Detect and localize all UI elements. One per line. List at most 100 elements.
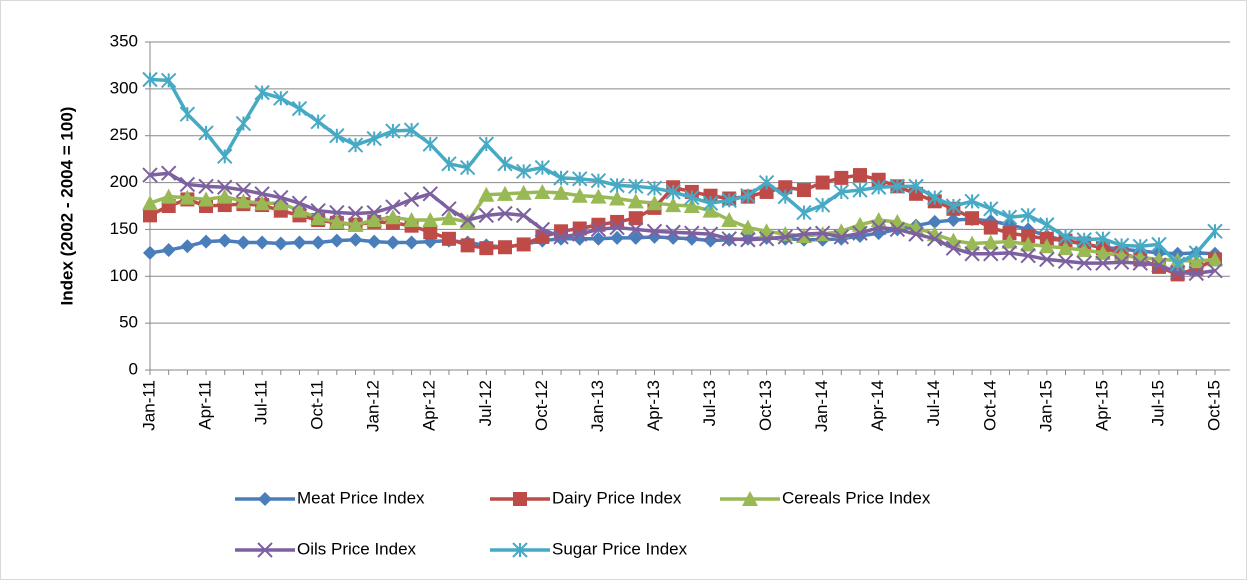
marker [927, 231, 943, 247]
marker [367, 234, 382, 249]
marker [257, 542, 273, 558]
marker [927, 214, 942, 229]
marker [403, 212, 420, 228]
marker [683, 198, 700, 213]
marker [1113, 254, 1130, 270]
marker [628, 230, 643, 245]
marker [459, 159, 476, 176]
series-line [149, 190, 1216, 264]
marker [291, 202, 308, 218]
x-tick-label: Jan-12 [364, 380, 383, 432]
marker [1113, 237, 1130, 254]
marker [1188, 245, 1205, 261]
marker [777, 188, 793, 205]
marker [610, 230, 625, 245]
marker [908, 226, 924, 242]
marker [721, 192, 737, 209]
marker [796, 204, 812, 221]
marker [628, 211, 643, 226]
marker [553, 184, 570, 200]
marker [179, 176, 196, 193]
marker [255, 235, 270, 250]
x-tick-label: Jul-14 [924, 380, 943, 426]
x-tick-label: Apr-11 [196, 380, 215, 430]
marker [553, 170, 569, 186]
y-axis-title: Index (2002 - 2004 = 100) [57, 107, 76, 306]
marker [740, 187, 756, 204]
marker [478, 186, 495, 202]
marker [1207, 262, 1223, 279]
x-tick-label: Jul-15 [1148, 380, 1167, 426]
marker [272, 195, 289, 211]
marker [889, 221, 906, 238]
marker [646, 180, 663, 196]
marker [1150, 251, 1167, 267]
marker [160, 188, 177, 204]
marker [310, 202, 326, 219]
marker [1207, 251, 1223, 267]
marker [1132, 238, 1148, 255]
marker [983, 201, 999, 217]
marker [665, 184, 681, 200]
legend-label: Sugar Price Index [552, 539, 688, 558]
marker [553, 229, 569, 245]
marker [534, 159, 551, 176]
marker [964, 246, 980, 262]
marker [199, 234, 214, 249]
marker [646, 195, 663, 211]
marker [236, 235, 251, 250]
marker [908, 178, 924, 195]
y-tick-label: 250 [110, 125, 138, 144]
marker [366, 212, 383, 228]
marker [235, 115, 252, 132]
marker [628, 178, 644, 195]
y-tick-label: 200 [110, 172, 138, 191]
x-tick-label: Jan-15 [1036, 380, 1055, 432]
marker [983, 246, 999, 262]
marker [739, 219, 756, 235]
marker [946, 213, 961, 228]
marker [385, 235, 400, 250]
marker [702, 226, 719, 242]
marker [142, 71, 158, 88]
marker [742, 491, 758, 506]
marker [591, 231, 606, 246]
marker [478, 136, 495, 152]
marker [273, 90, 289, 106]
marker [1132, 255, 1148, 271]
marker [143, 245, 157, 260]
marker [216, 188, 233, 204]
marker [273, 189, 289, 206]
marker [853, 168, 867, 183]
marker [1188, 253, 1205, 269]
marker [235, 182, 252, 198]
marker [982, 234, 999, 250]
marker [609, 219, 625, 236]
marker [143, 208, 157, 223]
marker [217, 179, 233, 195]
marker [1076, 232, 1092, 248]
marker [814, 197, 831, 213]
marker [515, 163, 532, 180]
marker [1169, 256, 1186, 272]
marker [384, 209, 401, 225]
marker [646, 223, 663, 240]
marker [814, 225, 831, 241]
marker [366, 204, 382, 221]
marker [796, 226, 812, 242]
marker [665, 197, 682, 213]
y-tick-label: 50 [119, 313, 138, 332]
marker [497, 205, 513, 222]
marker [180, 239, 195, 254]
marker [291, 195, 308, 211]
marker [1039, 251, 1055, 268]
marker [1207, 223, 1223, 240]
marker [403, 191, 420, 208]
marker [572, 226, 588, 242]
marker [852, 225, 868, 241]
y-tick-label: 350 [110, 31, 138, 50]
marker [796, 183, 811, 198]
marker [441, 231, 456, 246]
y-tick-label: 150 [110, 219, 138, 238]
